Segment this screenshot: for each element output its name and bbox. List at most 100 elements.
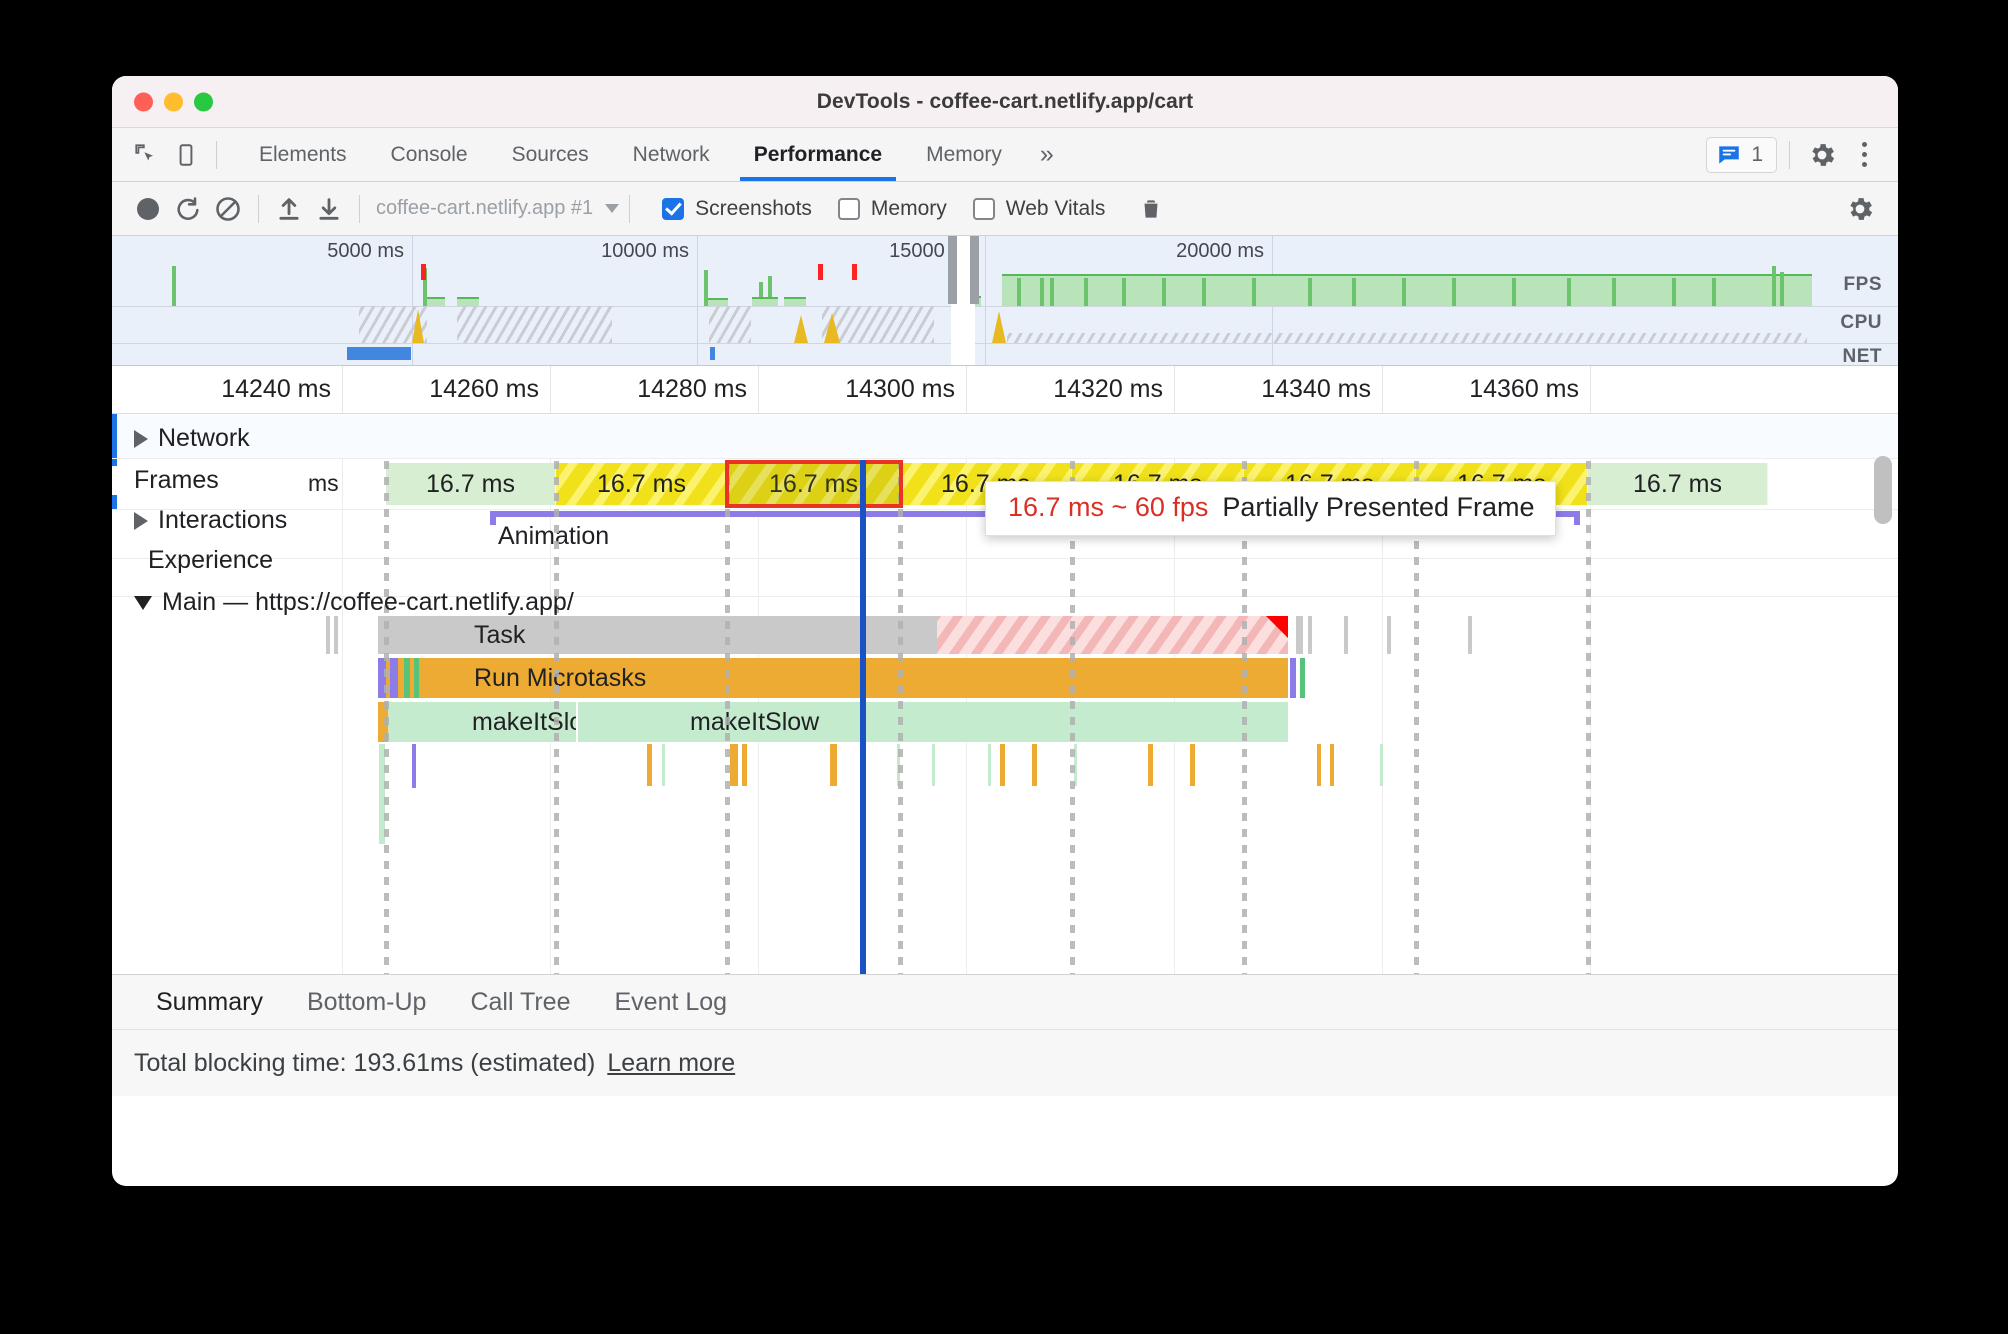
save-profile-button[interactable] <box>309 189 349 229</box>
flame-chart-area[interactable]: Network Frames ms 16.7 ms 16.7 ms 16.7 m… <box>112 414 1898 974</box>
device-toolbar-icon[interactable] <box>166 135 206 175</box>
toolbar-divider-1 <box>258 194 259 223</box>
delete-recording-icon[interactable] <box>1131 189 1171 229</box>
flame-bar-micro[interactable] <box>378 658 386 698</box>
tab-summary[interactable]: Summary <box>156 987 263 1016</box>
message-icon <box>1719 145 1740 164</box>
flame-bar-makeitslow-2[interactable]: makeItSlow <box>578 702 1288 742</box>
panel-tabs: Elements Console Sources Network Perform… <box>237 128 1070 181</box>
track-header-interactions[interactable]: Interactions <box>112 506 287 535</box>
flame-bar-micro[interactable] <box>379 744 385 844</box>
flame-bar-micro[interactable] <box>1468 616 1472 654</box>
frame-block[interactable]: 16.7 ms <box>728 463 900 505</box>
flame-bar-micro[interactable] <box>988 744 991 786</box>
flame-bar-micro[interactable] <box>1032 744 1037 786</box>
timeline-playhead[interactable] <box>860 460 866 974</box>
flame-bar-micro[interactable] <box>730 744 738 786</box>
flame-bar-micro[interactable] <box>414 658 419 698</box>
expand-triangle-icon[interactable] <box>134 429 148 448</box>
flame-bar-micro[interactable] <box>326 616 330 654</box>
track-header-frames[interactable]: Frames <box>112 466 225 495</box>
timeline-overview[interactable]: 5000 ms 10000 ms 15000 ms 20000 ms <box>112 236 1898 366</box>
tab-bottom-up[interactable]: Bottom-Up <box>306 987 427 1016</box>
maximize-window-button[interactable] <box>194 92 213 111</box>
memory-checkbox[interactable]: Memory <box>837 197 947 221</box>
frame-block[interactable]: 16.7 ms <box>1588 463 1768 505</box>
tab-call-tree[interactable]: Call Tree <box>470 987 571 1016</box>
ruler-tick-14260: 14260 ms <box>429 375 539 403</box>
tab-network[interactable]: Network <box>632 142 710 166</box>
overview-selection-left-handle[interactable] <box>948 236 957 304</box>
flame-bar-micro[interactable] <box>1387 616 1391 654</box>
console-messages-badge[interactable]: 1 <box>1706 136 1777 173</box>
capture-settings-gear-icon[interactable] <box>1840 189 1880 229</box>
flame-bar-micro[interactable] <box>1330 744 1334 786</box>
flame-bar-run-microtasks[interactable]: Run Microtasks <box>378 658 1288 698</box>
flame-bar-micro[interactable] <box>1344 616 1348 654</box>
tab-sources[interactable]: Sources <box>511 142 589 166</box>
flame-bar-micro[interactable] <box>647 744 652 786</box>
flame-bar-micro[interactable] <box>932 744 935 786</box>
record-button[interactable] <box>128 189 168 229</box>
collapse-triangle-icon[interactable] <box>134 595 152 610</box>
tracks-vertical-scrollbar[interactable] <box>1874 456 1892 524</box>
recording-session-select[interactable]: coffee-cart.netlify.app #1 <box>376 197 620 220</box>
clear-recording-button[interactable] <box>208 189 248 229</box>
flame-bar-micro[interactable] <box>404 658 410 698</box>
details-pane-tabs: Summary Bottom-Up Call Tree Event Log <box>112 974 1898 1030</box>
overview-dropped-frame-marker <box>421 264 426 280</box>
close-window-button[interactable] <box>134 92 153 111</box>
flame-bar-micro[interactable] <box>662 744 665 786</box>
web-vitals-checkbox[interactable]: Web Vitals <box>972 197 1105 221</box>
flame-bar-micro[interactable] <box>1317 744 1321 786</box>
overview-tick-10000: 10000 ms <box>601 240 689 262</box>
flame-bar-makeitslow-1[interactable]: makeItSlow <box>378 702 576 742</box>
tab-performance[interactable]: Performance <box>732 128 904 181</box>
flame-bar-micro[interactable] <box>1308 616 1312 654</box>
flame-bar-micro[interactable] <box>378 702 388 742</box>
tab-event-log[interactable]: Event Log <box>614 987 728 1016</box>
flame-bar-micro[interactable] <box>1148 744 1153 786</box>
tooltip-duration: 16.7 ms ~ 60 fps <box>1008 492 1209 522</box>
flame-bar-micro[interactable] <box>1290 658 1296 698</box>
minimize-window-button[interactable] <box>164 92 183 111</box>
selected-frame-highlight[interactable] <box>725 460 903 508</box>
flame-bar-micro[interactable] <box>1000 744 1005 786</box>
flame-bar-micro[interactable] <box>1190 744 1195 786</box>
memory-checkbox-box[interactable] <box>837 197 860 220</box>
flame-bar-label: makeItSlow <box>690 707 820 736</box>
settings-gear-icon[interactable] <box>1802 135 1842 175</box>
tabstrip-actions: 1 <box>1706 128 1884 181</box>
tab-console[interactable]: Console <box>390 142 468 166</box>
overview-selection-right-handle[interactable] <box>970 236 979 304</box>
flame-bar-micro[interactable] <box>1380 744 1383 786</box>
track-header-network[interactable]: Network <box>112 424 250 453</box>
frames-overlap-ms-text: ms <box>308 470 339 496</box>
overview-fps-label: FPS <box>1843 274 1882 295</box>
expand-triangle-icon[interactable] <box>134 511 148 530</box>
flame-bar-micro[interactable] <box>742 744 747 786</box>
frame-block[interactable]: 16.7 ms <box>556 463 728 505</box>
screenshots-checkbox-box[interactable] <box>662 197 685 220</box>
flame-bar-micro[interactable] <box>412 744 416 788</box>
track-header-main[interactable]: Main — https://coffee-cart.netlify.app/ <box>112 588 574 617</box>
flame-bar-micro[interactable] <box>1296 616 1303 654</box>
tab-memory[interactable]: Memory <box>926 142 1002 166</box>
inspect-element-icon[interactable] <box>126 135 166 175</box>
load-profile-button[interactable] <box>269 189 309 229</box>
tab-elements[interactable]: Elements <box>259 142 347 166</box>
reload-and-record-button[interactable] <box>168 189 208 229</box>
flame-bar-micro[interactable] <box>334 616 338 654</box>
flame-bar-micro[interactable] <box>1300 658 1305 698</box>
screenshots-checkbox[interactable]: Screenshots <box>662 197 812 221</box>
learn-more-link[interactable]: Learn more <box>607 1048 736 1077</box>
flame-bar-micro[interactable] <box>390 658 398 698</box>
flame-bar-micro[interactable] <box>1074 744 1077 786</box>
more-options-kebab-icon[interactable] <box>1844 135 1884 175</box>
actions-divider <box>1789 140 1790 169</box>
more-tabs-icon[interactable]: » <box>1039 140 1054 168</box>
flame-bar-micro[interactable] <box>830 744 837 786</box>
web-vitals-checkbox-box[interactable] <box>972 197 995 220</box>
frame-block[interactable]: 16.7 ms <box>386 463 556 505</box>
track-header-experience[interactable]: Experience <box>112 546 273 575</box>
